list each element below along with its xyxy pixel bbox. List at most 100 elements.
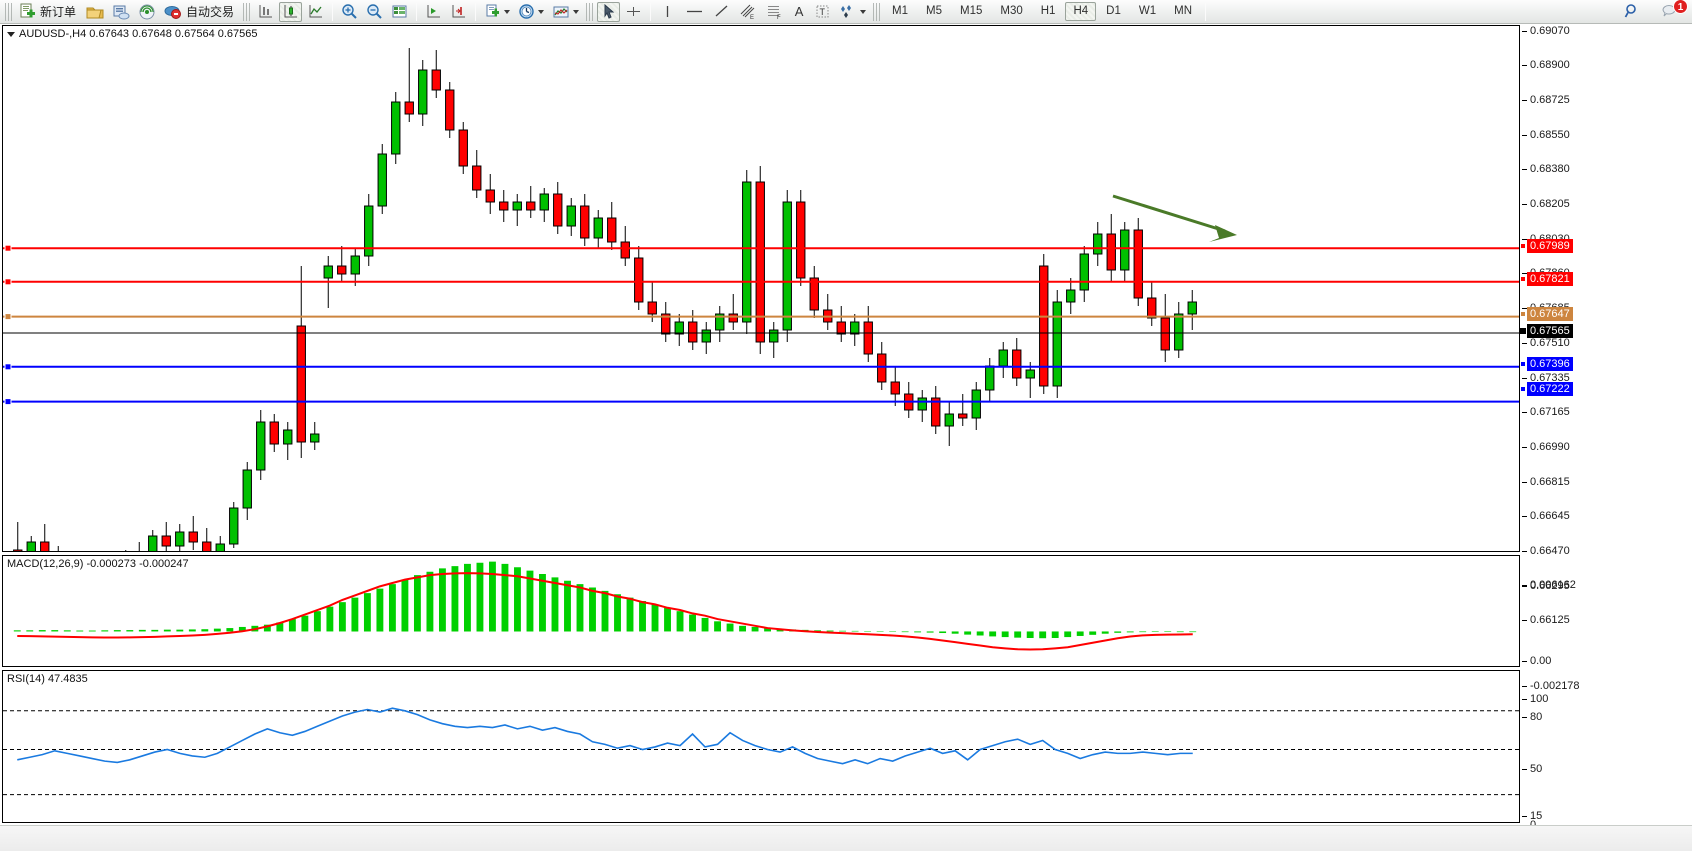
rsi-label: RSI(14) 47.4835 — [7, 673, 88, 685]
axis-price-label: 0.66815 — [1530, 476, 1570, 488]
chevron-down-icon[interactable] — [573, 9, 580, 14]
axis-tick — [1522, 204, 1527, 205]
text-label-icon: T — [816, 5, 829, 18]
chevron-down-icon[interactable] — [538, 9, 545, 14]
timeframe-m5[interactable]: M5 — [918, 2, 950, 21]
trendline-button[interactable] — [710, 2, 733, 22]
toolbar-grip-3[interactable] — [586, 2, 594, 21]
axis-price-label: 0.68900 — [1530, 59, 1570, 71]
search-button[interactable] — [1620, 1, 1644, 21]
rsi-pane[interactable]: RSI(14) 47.4835 — [2, 670, 1520, 823]
zoom-out-button[interactable] — [363, 2, 386, 22]
price-level-handle[interactable] — [1520, 243, 1526, 249]
price-level-handle[interactable] — [1520, 386, 1526, 392]
signals-button[interactable] — [135, 2, 159, 22]
new-order-button[interactable]: 新订单 — [16, 2, 81, 22]
price-level-handle[interactable] — [1520, 311, 1526, 317]
auto-trading-label: 自动交易 — [186, 4, 235, 19]
axis-macd-label: -0.002178 — [1530, 680, 1580, 692]
price-level-handle[interactable] — [1520, 328, 1526, 334]
timeframe-mn[interactable]: MN — [1166, 2, 1200, 21]
period-button[interactable] — [515, 2, 547, 22]
axis-tick — [1522, 239, 1527, 240]
chart-area[interactable]: AUDUSD-,H4 0.67643 0.67648 0.67564 0.675… — [0, 25, 1692, 851]
shapes-button[interactable] — [836, 2, 869, 22]
equidistant-channel-button[interactable]: E — [735, 2, 760, 22]
horizontal-line-button[interactable] — [681, 2, 708, 22]
timeframe-d1[interactable]: D1 — [1098, 2, 1129, 21]
axis-price-label: 0.66125 — [1530, 614, 1570, 626]
price-level-handle[interactable] — [1520, 276, 1526, 282]
candlestick-chart-button[interactable] — [279, 1, 303, 22]
vertical-line-icon — [666, 6, 669, 17]
line-chart-button[interactable] — [304, 2, 327, 22]
notification-badge: 1 — [1673, 0, 1688, 14]
timeframe-label: H1 — [1040, 5, 1056, 17]
timeframe-w1[interactable]: W1 — [1131, 2, 1164, 21]
auto-trading-button[interactable]: 自动交易 — [161, 2, 239, 22]
price-level-tag[interactable]: 0.67396 — [1520, 357, 1573, 371]
auto-scroll-button[interactable] — [447, 2, 470, 22]
price-level-tag[interactable]: 0.67821 — [1520, 272, 1573, 286]
bar-chart-button[interactable] — [254, 2, 277, 22]
macd-label: MACD(12,26,9) -0.000273 -0.000247 — [7, 558, 189, 570]
axis-rsi-label: 100 — [1530, 693, 1549, 705]
price-level-tag[interactable]: 0.67565 — [1520, 324, 1573, 338]
axis-tick — [1522, 100, 1527, 101]
shift-end-button[interactable] — [422, 2, 445, 22]
zoom-in-button[interactable] — [338, 2, 361, 22]
toolbar-grip-1[interactable] — [5, 2, 12, 21]
price-level-tag[interactable]: 0.67222 — [1520, 382, 1573, 396]
timeframe-m15[interactable]: M15 — [952, 2, 990, 21]
axis-tick — [1522, 699, 1527, 700]
toolbar-grip-4[interactable] — [873, 2, 881, 21]
toolbar-separator-2 — [416, 2, 418, 21]
timeframe-h4[interactable]: H4 — [1065, 2, 1097, 21]
macd-pane[interactable]: MACD(12,26,9) -0.000273 -0.000247 — [2, 555, 1520, 667]
zoom-out-icon — [367, 4, 382, 19]
templates-button[interactable] — [481, 2, 513, 22]
axis-price-label: 0.68725 — [1530, 94, 1570, 106]
chevron-down-icon[interactable] — [504, 9, 511, 14]
text-label-button[interactable]: T — [811, 2, 834, 22]
svg-text:T: T — [820, 7, 826, 17]
chevron-down-icon[interactable] — [860, 9, 867, 14]
cursor-button[interactable] — [597, 1, 621, 22]
crosshair-button[interactable] — [622, 2, 645, 22]
axis-tick — [1522, 661, 1527, 662]
axis-tick — [1522, 686, 1527, 687]
timeframe-label: M1 — [892, 5, 909, 17]
price-axis[interactable]: 0.69070 0.68900 0.68725 0.68550 0.68380 0.682… — [1520, 25, 1692, 831]
indicators-button[interactable] — [549, 2, 582, 22]
price-level-tag[interactable]: 0.67989 — [1520, 239, 1573, 253]
toolbar-grip-2[interactable] — [243, 2, 251, 21]
axis-price-label: 0.66470 — [1530, 545, 1570, 557]
axis-price-label: 0.67165 — [1530, 406, 1570, 418]
vertical-line-button[interactable] — [656, 2, 679, 22]
text-button[interactable]: A — [789, 2, 809, 22]
svg-text:F: F — [777, 15, 781, 20]
axis-price-label: 0.66295 — [1530, 580, 1570, 592]
timeframe-h1[interactable]: H1 — [1033, 2, 1064, 21]
axis-tick — [1522, 516, 1527, 517]
axis-tick — [1522, 447, 1527, 448]
timeframe-m1[interactable]: M1 — [884, 2, 916, 21]
fibonacci-button[interactable]: F — [762, 2, 787, 22]
timeframe-m30[interactable]: M30 — [992, 2, 1030, 21]
collapse-caret-icon[interactable] — [7, 31, 15, 37]
price-level-tag[interactable]: 0.67647 — [1520, 307, 1573, 321]
axis-price-label: 0.66990 — [1530, 441, 1570, 453]
timeframe-group: M1 M5 M15 M30 H1 H4 D1 W1 MN — [883, 2, 1201, 21]
data-window-button[interactable] — [388, 2, 411, 22]
chat-button[interactable]: 1 — [1658, 0, 1688, 21]
profile-button[interactable] — [109, 2, 133, 22]
folder-button[interactable] — [83, 2, 107, 22]
toolbar-separator-4 — [650, 2, 652, 21]
axis-tick — [1522, 65, 1527, 66]
period-icon — [519, 4, 534, 19]
price-level-handle[interactable] — [1520, 361, 1526, 367]
axis-price-label: 0.67335 — [1530, 372, 1570, 384]
price-pane[interactable]: AUDUSD-,H4 0.67643 0.67648 0.67564 0.675… — [2, 25, 1520, 552]
axis-tick — [1522, 482, 1527, 483]
axis-tick — [1522, 412, 1527, 413]
